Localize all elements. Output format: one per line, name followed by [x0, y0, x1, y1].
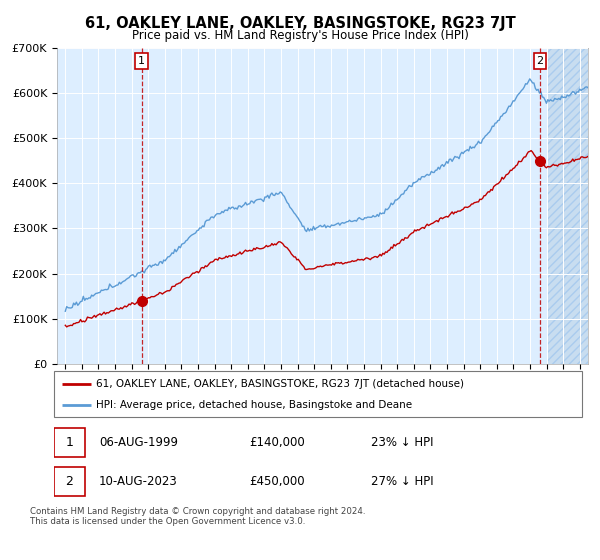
- Text: 06-AUG-1999: 06-AUG-1999: [99, 436, 178, 449]
- Text: Price paid vs. HM Land Registry's House Price Index (HPI): Price paid vs. HM Land Registry's House …: [131, 29, 469, 42]
- Text: 1: 1: [138, 56, 145, 66]
- Text: 1: 1: [65, 436, 73, 449]
- Bar: [547, 48, 588, 364]
- Text: 2: 2: [536, 56, 544, 66]
- FancyBboxPatch shape: [54, 371, 582, 417]
- Text: HPI: Average price, detached house, Basingstoke and Deane: HPI: Average price, detached house, Basi…: [96, 400, 412, 410]
- FancyBboxPatch shape: [54, 428, 85, 457]
- FancyBboxPatch shape: [54, 468, 85, 496]
- Text: 10-AUG-2023: 10-AUG-2023: [99, 475, 178, 488]
- Text: Contains HM Land Registry data © Crown copyright and database right 2024.
This d: Contains HM Land Registry data © Crown c…: [30, 507, 365, 526]
- Text: 2: 2: [65, 475, 73, 488]
- Text: 27% ↓ HPI: 27% ↓ HPI: [371, 475, 433, 488]
- Text: 61, OAKLEY LANE, OAKLEY, BASINGSTOKE, RG23 7JT (detached house): 61, OAKLEY LANE, OAKLEY, BASINGSTOKE, RG…: [96, 379, 464, 389]
- Text: 61, OAKLEY LANE, OAKLEY, BASINGSTOKE, RG23 7JT: 61, OAKLEY LANE, OAKLEY, BASINGSTOKE, RG…: [85, 16, 515, 31]
- Text: 23% ↓ HPI: 23% ↓ HPI: [371, 436, 433, 449]
- Text: £450,000: £450,000: [250, 475, 305, 488]
- Text: £140,000: £140,000: [250, 436, 305, 449]
